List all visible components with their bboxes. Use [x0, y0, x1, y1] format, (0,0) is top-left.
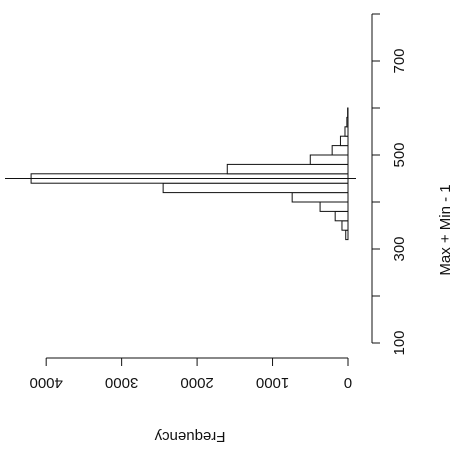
- bar: [331, 145, 349, 156]
- bar: [309, 154, 349, 165]
- bar: [341, 220, 349, 231]
- y-tick-label: 300: [391, 236, 408, 261]
- y-axis-label: Max + Min - 1: [437, 184, 454, 275]
- bar: [291, 192, 349, 203]
- x-tick-label: 3000: [105, 374, 138, 391]
- bar: [319, 201, 349, 212]
- x-tick-label: 1000: [256, 374, 289, 391]
- x-tick-label: 4000: [29, 374, 62, 391]
- bar: [345, 229, 349, 241]
- y-tick-label: 100: [391, 330, 408, 355]
- bar: [339, 135, 349, 147]
- bar: [226, 163, 349, 175]
- bar: [334, 210, 349, 222]
- x-axis-label: Frequency: [154, 428, 225, 445]
- bar: [346, 116, 349, 128]
- bar: [344, 126, 349, 137]
- bar: [162, 182, 349, 194]
- y-tick-label: 700: [391, 48, 408, 73]
- x-tick-label: 0: [344, 374, 352, 391]
- y-tick-label: 500: [391, 142, 408, 167]
- x-tick-label: 2000: [180, 374, 213, 391]
